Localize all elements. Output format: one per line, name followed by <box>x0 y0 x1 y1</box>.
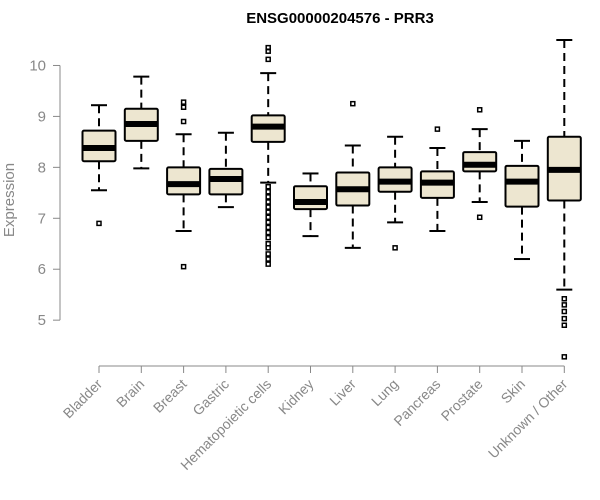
y-tick-label: 9 <box>38 108 46 125</box>
box-9 <box>462 107 498 221</box>
y-tick-label: 10 <box>29 57 46 74</box>
outlier-point <box>265 44 271 51</box>
box-0 <box>81 104 117 227</box>
y-axis-label: Expression <box>1 163 18 237</box>
outlier-point <box>350 100 356 107</box>
box-6 <box>335 100 371 249</box>
box-2 <box>166 99 202 270</box>
outlier-point <box>265 224 271 231</box>
outlier-point <box>265 214 271 221</box>
box-4 <box>250 44 286 267</box>
outlier-point <box>561 296 568 302</box>
outlier-point <box>265 209 271 215</box>
box-10 <box>504 139 540 261</box>
outlier-point <box>265 204 271 210</box>
box-5 <box>293 172 328 238</box>
chart-title: ENSG00000204576 - PRR3 <box>246 10 434 27</box>
box-11 <box>546 39 582 360</box>
outlier-point <box>265 189 271 195</box>
box-8 <box>419 126 455 233</box>
box-body <box>293 185 328 211</box>
outlier-point <box>561 315 568 322</box>
outlier-point <box>180 104 187 110</box>
outlier-point <box>265 261 271 267</box>
outlier-point <box>392 245 398 251</box>
outlier-point <box>476 214 483 221</box>
outlier-point <box>561 322 568 328</box>
outlier-point <box>265 234 271 241</box>
x-tick-label: Unknown / Other <box>485 376 571 462</box>
x-tick-label: Skin <box>498 376 529 407</box>
x-tick-label: Pancreas <box>390 376 443 429</box>
x-tick-label: Brain <box>113 376 147 410</box>
x-tick-label: Prostate <box>438 376 486 424</box>
y-tick-label: 6 <box>38 261 46 278</box>
outlier-point <box>265 183 271 190</box>
outlier-point <box>180 263 187 270</box>
x-tick-label: Lung <box>368 376 401 409</box>
x-tick-label: Liver <box>326 376 359 409</box>
x-tick-label: Bladder <box>60 376 106 422</box>
box-7 <box>377 135 413 251</box>
outlier-point <box>561 354 568 360</box>
outlier-point <box>265 256 271 262</box>
box-body <box>166 166 202 196</box>
box-body <box>504 164 540 208</box>
outlier-point <box>96 220 102 227</box>
outlier-point <box>476 107 483 113</box>
box-1 <box>123 75 159 170</box>
outlier-point <box>434 126 441 132</box>
outlier-point <box>265 56 271 63</box>
outlier-point <box>180 118 187 125</box>
x-tick-label: Kidney <box>275 376 317 418</box>
outlier-point <box>265 229 271 236</box>
box-3 <box>208 131 244 209</box>
y-tick-label: 5 <box>38 312 46 329</box>
x-tick-label: Breast <box>150 376 190 416</box>
outlier-point <box>561 302 568 308</box>
box-body <box>462 151 498 173</box>
y-tick-label: 7 <box>38 210 46 227</box>
outlier-point <box>265 219 271 226</box>
y-tick-label: 8 <box>38 159 46 176</box>
axes: 5 6 7 8 9 10 <box>29 57 565 373</box>
outlier-point <box>180 99 187 105</box>
outlier-point <box>265 194 271 200</box>
outlier-point <box>265 199 271 205</box>
box-series <box>81 39 582 360</box>
outlier-point <box>265 251 271 257</box>
outlier-point <box>265 245 271 251</box>
outlier-point <box>561 308 568 315</box>
